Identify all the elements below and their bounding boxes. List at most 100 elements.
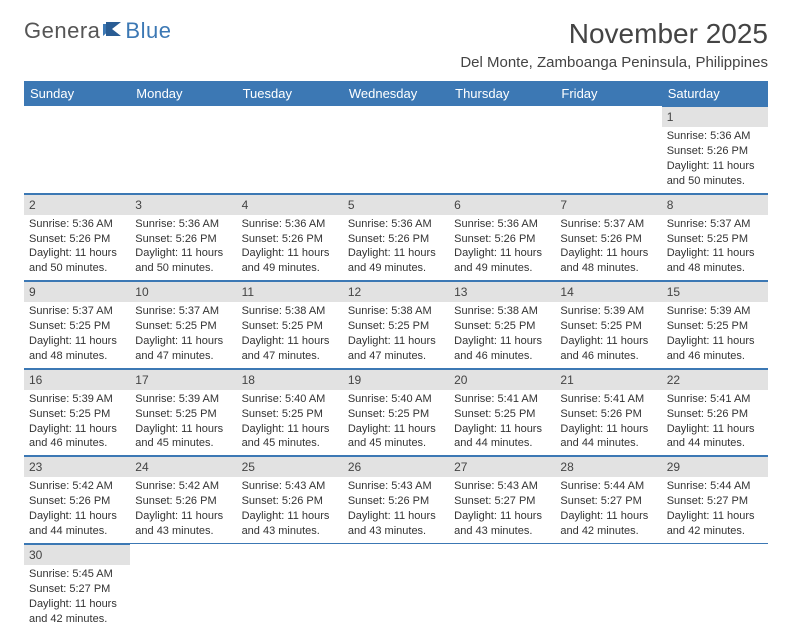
day-number: 3	[130, 194, 236, 215]
day-number: 24	[130, 456, 236, 477]
day-details: Sunrise: 5:36 AMSunset: 5:26 PMDaylight:…	[662, 127, 768, 192]
calendar-cell: 22Sunrise: 5:41 AMSunset: 5:26 PMDayligh…	[662, 368, 768, 456]
location-subtitle: Del Monte, Zamboanga Peninsula, Philippi…	[24, 54, 768, 71]
logo: Genera Blue	[24, 18, 171, 44]
calendar-cell	[449, 543, 555, 630]
calendar-cell: 12Sunrise: 5:38 AMSunset: 5:25 PMDayligh…	[343, 281, 449, 369]
calendar-cell	[24, 106, 130, 193]
day-details: Sunrise: 5:36 AMSunset: 5:26 PMDaylight:…	[130, 215, 236, 280]
calendar-cell: 28Sunrise: 5:44 AMSunset: 5:27 PMDayligh…	[555, 456, 661, 544]
flag-icon	[103, 18, 123, 44]
day-number: 26	[343, 456, 449, 477]
weekday-header: Sunday	[24, 81, 130, 106]
day-details: Sunrise: 5:39 AMSunset: 5:25 PMDaylight:…	[130, 390, 236, 455]
day-details: Sunrise: 5:42 AMSunset: 5:26 PMDaylight:…	[130, 477, 236, 542]
weekday-header: Monday	[130, 81, 236, 106]
calendar-cell: 25Sunrise: 5:43 AMSunset: 5:26 PMDayligh…	[237, 456, 343, 544]
weekday-header: Tuesday	[237, 81, 343, 106]
day-details: Sunrise: 5:40 AMSunset: 5:25 PMDaylight:…	[343, 390, 449, 455]
calendar-cell: 17Sunrise: 5:39 AMSunset: 5:25 PMDayligh…	[130, 368, 236, 456]
calendar-cell: 4Sunrise: 5:36 AMSunset: 5:26 PMDaylight…	[237, 193, 343, 281]
calendar-cell: 23Sunrise: 5:42 AMSunset: 5:26 PMDayligh…	[24, 456, 130, 544]
day-number: 5	[343, 194, 449, 215]
day-details: Sunrise: 5:36 AMSunset: 5:26 PMDaylight:…	[237, 215, 343, 280]
day-number: 18	[237, 369, 343, 390]
calendar-cell: 10Sunrise: 5:37 AMSunset: 5:25 PMDayligh…	[130, 281, 236, 369]
calendar-cell: 7Sunrise: 5:37 AMSunset: 5:26 PMDaylight…	[555, 193, 661, 281]
day-number: 16	[24, 369, 130, 390]
calendar-row: 16Sunrise: 5:39 AMSunset: 5:25 PMDayligh…	[24, 368, 768, 456]
day-number: 28	[555, 456, 661, 477]
calendar-cell	[343, 543, 449, 630]
calendar-cell: 8Sunrise: 5:37 AMSunset: 5:25 PMDaylight…	[662, 193, 768, 281]
calendar-cell	[237, 543, 343, 630]
day-number: 13	[449, 281, 555, 302]
day-details: Sunrise: 5:43 AMSunset: 5:26 PMDaylight:…	[343, 477, 449, 542]
day-number: 10	[130, 281, 236, 302]
day-details: Sunrise: 5:45 AMSunset: 5:27 PMDaylight:…	[24, 565, 130, 630]
day-number: 23	[24, 456, 130, 477]
calendar-cell: 30Sunrise: 5:45 AMSunset: 5:27 PMDayligh…	[24, 543, 130, 630]
calendar-cell: 16Sunrise: 5:39 AMSunset: 5:25 PMDayligh…	[24, 368, 130, 456]
logo-text-1: Genera	[24, 18, 100, 44]
calendar-body: 1Sunrise: 5:36 AMSunset: 5:26 PMDaylight…	[24, 106, 768, 630]
day-number: 30	[24, 544, 130, 565]
calendar-cell	[130, 543, 236, 630]
day-number: 1	[662, 106, 768, 127]
calendar-cell: 20Sunrise: 5:41 AMSunset: 5:25 PMDayligh…	[449, 368, 555, 456]
weekday-header: Thursday	[449, 81, 555, 106]
calendar-cell	[662, 543, 768, 630]
weekday-header: Wednesday	[343, 81, 449, 106]
day-details: Sunrise: 5:38 AMSunset: 5:25 PMDaylight:…	[237, 302, 343, 367]
calendar-cell	[343, 106, 449, 193]
calendar-cell: 19Sunrise: 5:40 AMSunset: 5:25 PMDayligh…	[343, 368, 449, 456]
calendar-row: 9Sunrise: 5:37 AMSunset: 5:25 PMDaylight…	[24, 281, 768, 369]
day-details: Sunrise: 5:39 AMSunset: 5:25 PMDaylight:…	[555, 302, 661, 367]
calendar-cell: 6Sunrise: 5:36 AMSunset: 5:26 PMDaylight…	[449, 193, 555, 281]
day-number: 20	[449, 369, 555, 390]
day-details: Sunrise: 5:39 AMSunset: 5:25 PMDaylight:…	[662, 302, 768, 367]
weekday-header: Friday	[555, 81, 661, 106]
day-details: Sunrise: 5:36 AMSunset: 5:26 PMDaylight:…	[449, 215, 555, 280]
logo-text-2: Blue	[125, 18, 171, 44]
calendar-cell	[130, 106, 236, 193]
day-details: Sunrise: 5:38 AMSunset: 5:25 PMDaylight:…	[343, 302, 449, 367]
day-details: Sunrise: 5:37 AMSunset: 5:25 PMDaylight:…	[662, 215, 768, 280]
calendar-table: SundayMondayTuesdayWednesdayThursdayFrid…	[24, 81, 768, 630]
day-number: 21	[555, 369, 661, 390]
calendar-cell: 5Sunrise: 5:36 AMSunset: 5:26 PMDaylight…	[343, 193, 449, 281]
day-number: 7	[555, 194, 661, 215]
calendar-row: 30Sunrise: 5:45 AMSunset: 5:27 PMDayligh…	[24, 543, 768, 630]
day-number: 4	[237, 194, 343, 215]
calendar-cell: 13Sunrise: 5:38 AMSunset: 5:25 PMDayligh…	[449, 281, 555, 369]
calendar-cell: 1Sunrise: 5:36 AMSunset: 5:26 PMDaylight…	[662, 106, 768, 193]
day-number: 29	[662, 456, 768, 477]
calendar-row: 1Sunrise: 5:36 AMSunset: 5:26 PMDaylight…	[24, 106, 768, 193]
header: Genera Blue November 2025	[24, 18, 768, 50]
day-details: Sunrise: 5:43 AMSunset: 5:26 PMDaylight:…	[237, 477, 343, 542]
day-number: 27	[449, 456, 555, 477]
weekday-header-row: SundayMondayTuesdayWednesdayThursdayFrid…	[24, 81, 768, 106]
day-details: Sunrise: 5:37 AMSunset: 5:26 PMDaylight:…	[555, 215, 661, 280]
calendar-cell: 15Sunrise: 5:39 AMSunset: 5:25 PMDayligh…	[662, 281, 768, 369]
calendar-cell	[555, 543, 661, 630]
calendar-cell: 14Sunrise: 5:39 AMSunset: 5:25 PMDayligh…	[555, 281, 661, 369]
day-number: 25	[237, 456, 343, 477]
calendar-cell: 3Sunrise: 5:36 AMSunset: 5:26 PMDaylight…	[130, 193, 236, 281]
day-number: 22	[662, 369, 768, 390]
calendar-cell: 27Sunrise: 5:43 AMSunset: 5:27 PMDayligh…	[449, 456, 555, 544]
calendar-cell	[555, 106, 661, 193]
day-details: Sunrise: 5:40 AMSunset: 5:25 PMDaylight:…	[237, 390, 343, 455]
calendar-cell: 18Sunrise: 5:40 AMSunset: 5:25 PMDayligh…	[237, 368, 343, 456]
day-number: 2	[24, 194, 130, 215]
day-number: 8	[662, 194, 768, 215]
day-details: Sunrise: 5:43 AMSunset: 5:27 PMDaylight:…	[449, 477, 555, 542]
day-details: Sunrise: 5:41 AMSunset: 5:26 PMDaylight:…	[555, 390, 661, 455]
day-details: Sunrise: 5:44 AMSunset: 5:27 PMDaylight:…	[555, 477, 661, 542]
calendar-cell: 29Sunrise: 5:44 AMSunset: 5:27 PMDayligh…	[662, 456, 768, 544]
day-number: 9	[24, 281, 130, 302]
calendar-cell: 2Sunrise: 5:36 AMSunset: 5:26 PMDaylight…	[24, 193, 130, 281]
day-details: Sunrise: 5:38 AMSunset: 5:25 PMDaylight:…	[449, 302, 555, 367]
day-number: 14	[555, 281, 661, 302]
weekday-header: Saturday	[662, 81, 768, 106]
